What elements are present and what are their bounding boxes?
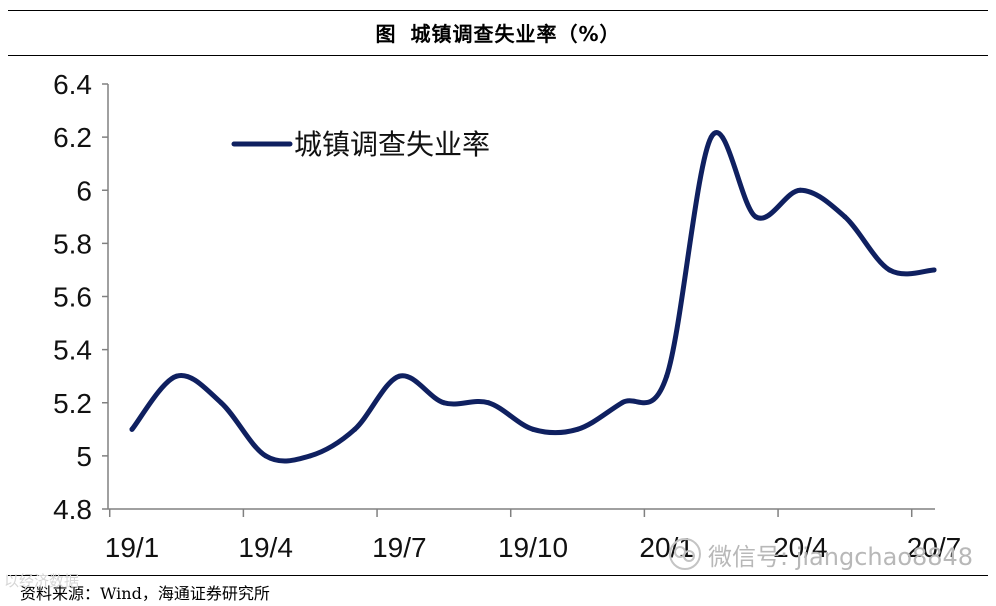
data-point [530, 426, 536, 432]
top-rule [8, 10, 988, 11]
x-tick-label: 19/1 [105, 532, 160, 563]
legend-label: 城镇调查失业率 [294, 128, 490, 161]
data-point [307, 453, 313, 459]
data-point [174, 373, 180, 379]
watermark-right: 微信号: jiangchao8848 [668, 534, 973, 574]
y-tick-label: 6.4 [53, 69, 92, 100]
y-tick-label: 5.8 [53, 228, 92, 259]
data-point [575, 426, 581, 432]
bottom-rule [8, 575, 988, 576]
data-point [485, 400, 491, 406]
figure-label: 图 [375, 22, 397, 46]
x-tick-label: 19/7 [372, 532, 427, 563]
y-tick-label: 5.6 [53, 282, 92, 313]
data-point [753, 214, 759, 220]
data-point [263, 453, 269, 459]
y-tick-label: 5.4 [53, 335, 92, 366]
x-tick-label: 20/7 [907, 532, 962, 563]
y-tick-label: 6.2 [53, 122, 92, 153]
data-point [842, 214, 848, 220]
data-point [708, 134, 714, 140]
figure-title: 图城镇调查失业率（%） [0, 14, 996, 54]
data-point [931, 267, 937, 273]
y-tick-label: 5 [76, 441, 92, 472]
x-tick-label: 19/4 [238, 532, 293, 563]
data-point [441, 400, 447, 406]
data-point [797, 187, 803, 193]
y-tick-label: 5.2 [53, 388, 92, 419]
x-tick-label: 20/4 [773, 532, 828, 563]
source-note: 资料来源：Wind，海通证券研究所 [20, 584, 270, 603]
data-point [352, 426, 358, 432]
y-tick-label: 6 [76, 175, 92, 206]
x-tick-label: 19/10 [498, 532, 568, 563]
series-line [129, 130, 937, 464]
watermark-right-text: 微信号: jiangchao8848 [708, 542, 974, 571]
data-point [218, 400, 224, 406]
title-rule [8, 55, 988, 56]
watermark-left: 以经济数据 [4, 572, 80, 590]
data-point [129, 426, 135, 432]
wechat-icon [669, 538, 701, 570]
y-tick-label: 4.8 [53, 494, 92, 525]
data-point [664, 373, 670, 379]
figure-title-text: 城镇调查失业率（%） [410, 22, 621, 46]
data-point [619, 400, 625, 406]
data-point [886, 267, 892, 273]
data-point [396, 373, 402, 379]
